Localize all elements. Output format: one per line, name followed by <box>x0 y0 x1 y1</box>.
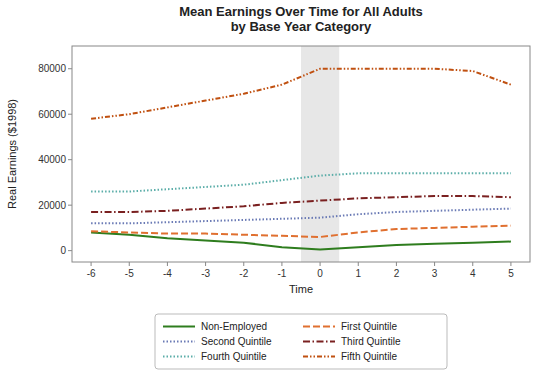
x-tick-label: -3 <box>201 268 210 279</box>
x-tick-label: 3 <box>432 268 438 279</box>
y-tick-label: 0 <box>60 245 66 256</box>
x-tick-label: 2 <box>394 268 400 279</box>
x-tick <box>320 262 321 266</box>
legend-swatch <box>163 341 195 343</box>
legend-label: First Quintile <box>341 321 398 332</box>
x-tick <box>396 262 397 266</box>
x-tick-label: -2 <box>239 268 248 279</box>
x-tick-label: -6 <box>87 268 96 279</box>
y-tick-label: 80000 <box>38 63 66 74</box>
x-tick-label: -1 <box>277 268 286 279</box>
series-line <box>91 226 511 237</box>
x-tick <box>358 262 359 266</box>
series-line <box>91 209 511 224</box>
x-tick-label: -5 <box>125 268 134 279</box>
legend-label: Fifth Quintile <box>341 351 398 362</box>
highlight-band <box>301 46 339 262</box>
y-tick-label: 60000 <box>38 109 66 120</box>
x-tick <box>167 262 168 266</box>
y-tick <box>68 68 72 69</box>
y-tick <box>68 114 72 115</box>
x-tick-label: 4 <box>470 268 476 279</box>
y-axis-label: Real Earnings ($1998) <box>6 99 18 209</box>
legend-label: Third Quintile <box>341 336 401 347</box>
legend: Non-Employed First Quintile Second Quintil… <box>155 314 447 369</box>
legend-swatch <box>163 356 195 358</box>
y-tick <box>68 159 72 160</box>
plot-area <box>91 46 511 262</box>
x-tick-label: 1 <box>355 268 361 279</box>
x-tick <box>129 262 130 266</box>
x-tick <box>205 262 206 266</box>
legend-box <box>155 314 447 369</box>
x-tick <box>510 262 511 266</box>
x-tick <box>243 262 244 266</box>
legend-swatch <box>163 326 195 328</box>
x-tick <box>281 262 282 266</box>
legend-label: Second Quintile <box>201 336 272 347</box>
chart: Mean Earnings Over Time for All Adultsby… <box>0 0 548 373</box>
legend-swatch <box>303 326 335 328</box>
legend-swatch <box>303 356 335 358</box>
y-tick-label: 40000 <box>38 154 66 165</box>
series-line <box>91 173 511 191</box>
title: Mean Earnings Over Time for All Adultsby… <box>179 4 423 34</box>
y-tick <box>68 205 72 206</box>
x-tick-label: 0 <box>317 268 323 279</box>
y-tick <box>68 250 72 251</box>
legend-swatch <box>303 341 335 343</box>
legend-label: Non-Employed <box>201 321 267 332</box>
x-tick-label: -4 <box>163 268 172 279</box>
y-tick-label: 20000 <box>38 200 66 211</box>
series-line <box>91 232 511 249</box>
plot-frame <box>72 46 530 262</box>
x-axis-label: Time <box>289 283 313 295</box>
title-line: by Base Year Category <box>231 19 372 34</box>
x-tick <box>472 262 473 266</box>
x-tick <box>91 262 92 266</box>
legend-label: Fourth Quintile <box>201 351 267 362</box>
title-line: Mean Earnings Over Time for All Adults <box>179 4 423 19</box>
series-line <box>91 69 511 119</box>
x-tick <box>434 262 435 266</box>
x-tick-label: 5 <box>508 268 514 279</box>
series-line <box>91 196 511 212</box>
